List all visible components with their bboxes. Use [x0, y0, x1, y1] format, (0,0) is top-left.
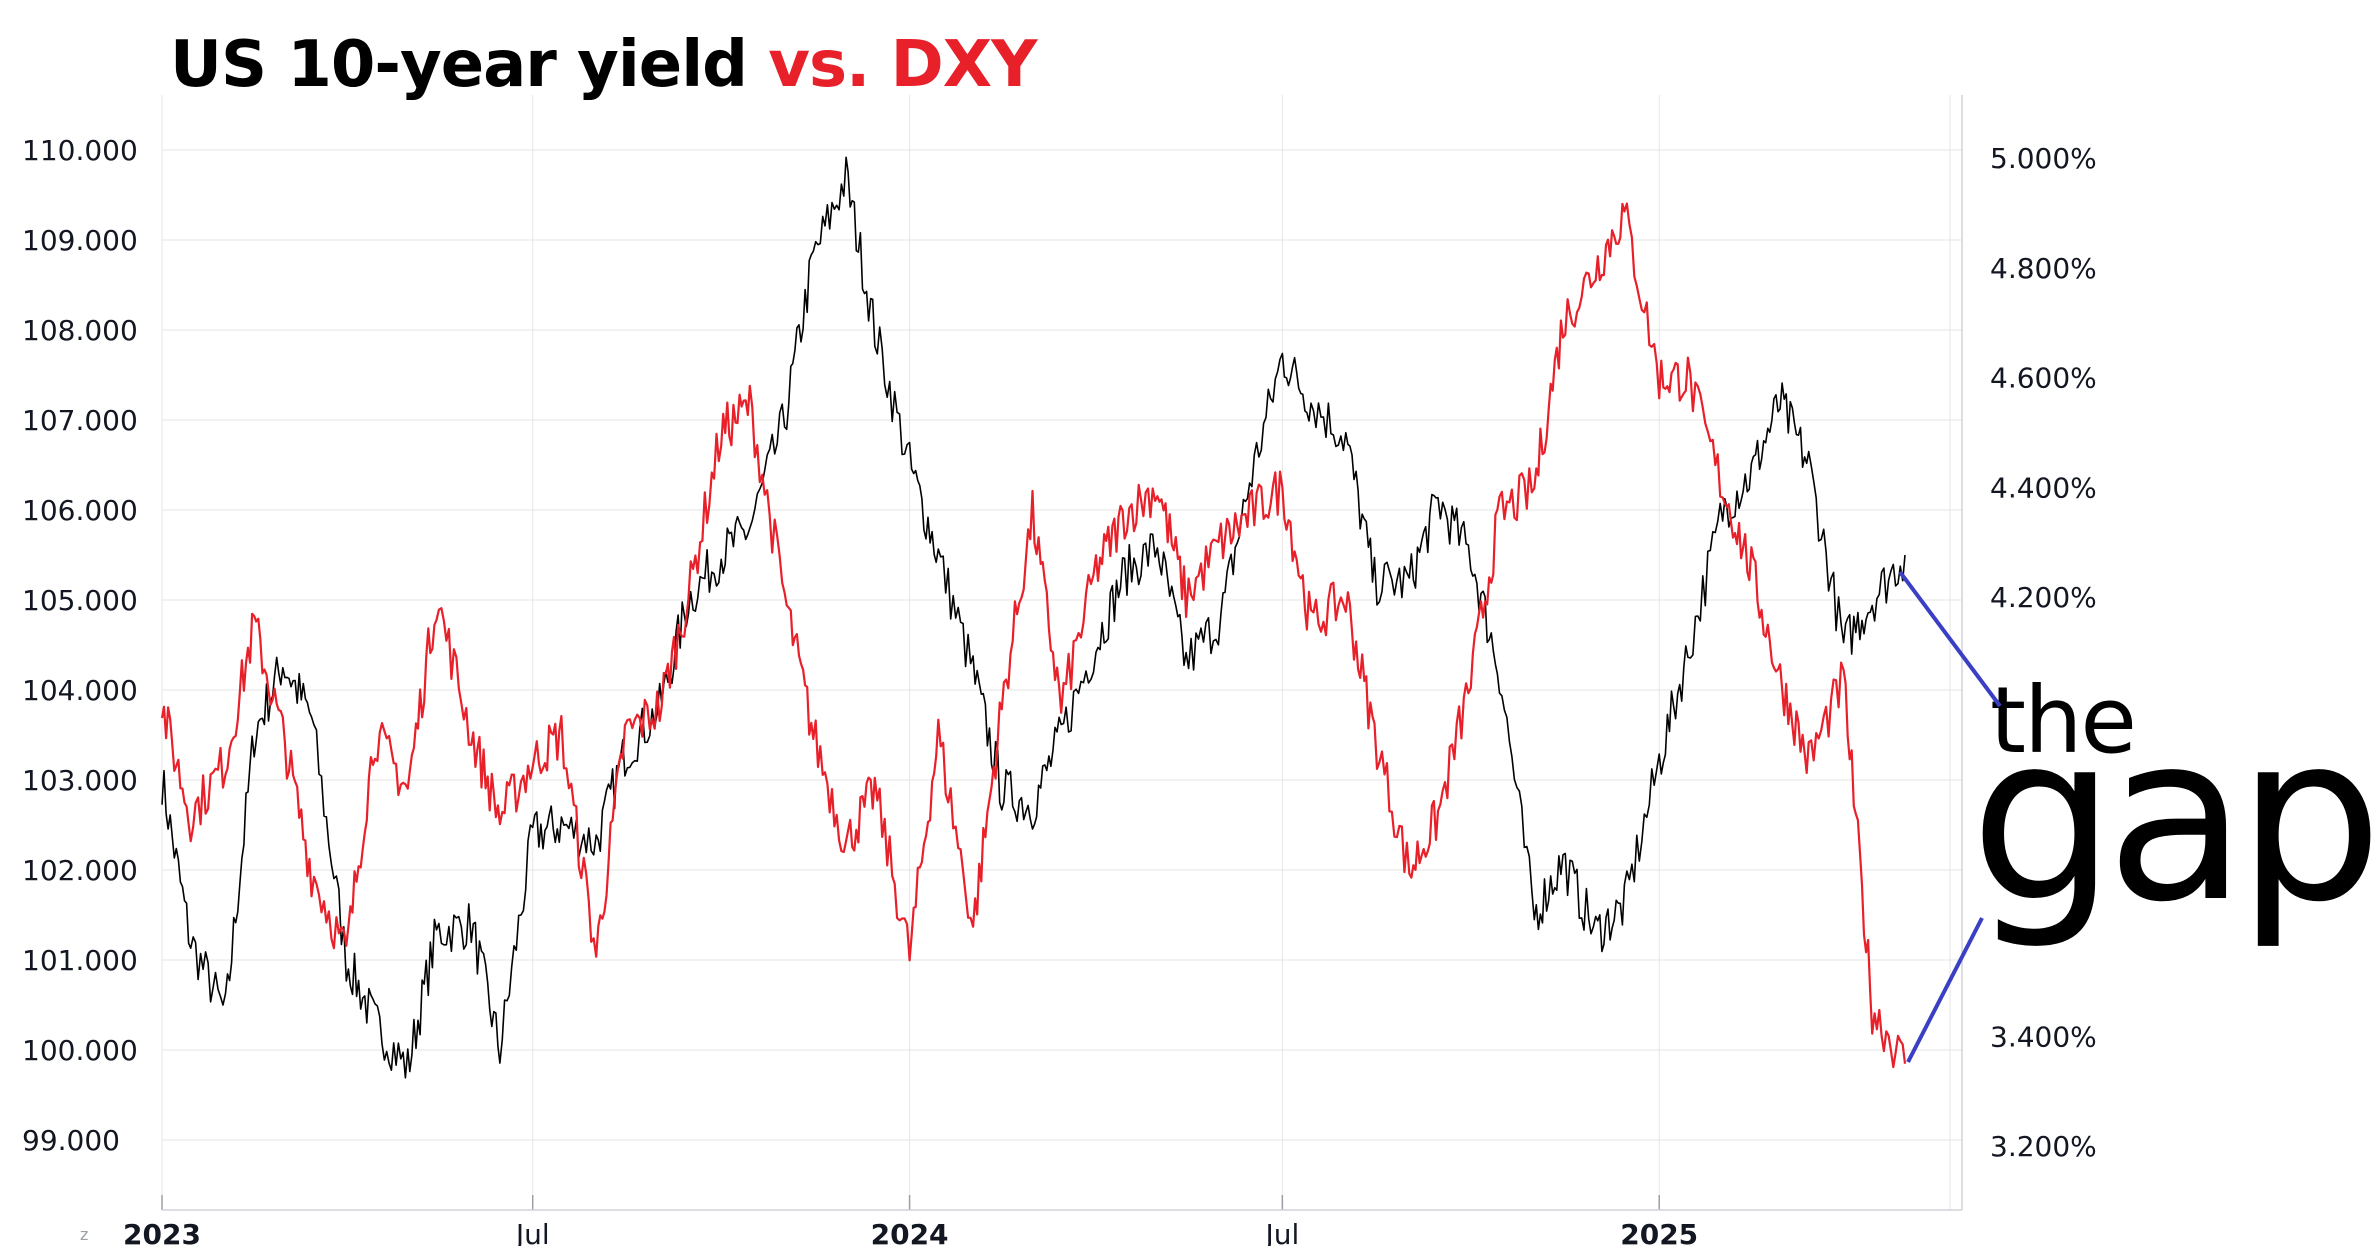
right-tick-label: 4.200% [1990, 581, 2097, 614]
left-tick-label: 104.000 [22, 674, 138, 707]
x-tick-label: 2023 [123, 1218, 201, 1246]
left-tick-label: 110.000 [22, 134, 138, 167]
x-tick-label: Jul [514, 1218, 550, 1246]
watermark: z [80, 1225, 88, 1244]
x-tick-label: 2024 [871, 1218, 949, 1246]
left-tick-label: 106.000 [22, 494, 138, 527]
chart-title-part2: vs. DXY [768, 28, 1037, 102]
right-tick-label: 4.800% [1990, 252, 2097, 285]
x-tick-label: 2025 [1620, 1218, 1698, 1246]
left-tick-label: 101.000 [22, 944, 138, 977]
left-tick-label: 102.000 [22, 854, 138, 887]
logo-connectors [1898, 570, 2002, 1063]
right-tick-label: 5.000% [1990, 142, 2097, 175]
left-tick-label: 105.000 [22, 584, 138, 617]
grid [161, 95, 1962, 1210]
right-axis-ticks: 5.000% 4.800% 4.600% 4.400% 4.200% 3.400% 3.20… [1990, 142, 2097, 1163]
connector-line-lower [1906, 917, 1984, 1063]
right-tick-label: 3.400% [1990, 1020, 2097, 1053]
right-tick-label: 4.400% [1990, 471, 2097, 504]
left-tick-label: 100.000 [22, 1034, 138, 1067]
left-tick-label: 107.000 [22, 404, 138, 437]
logo: the gap [1970, 667, 2374, 953]
right-tick-label: 4.600% [1990, 362, 2097, 395]
chart-title-part1: US 10-year yield [170, 28, 748, 102]
logo-line1: the [1990, 667, 2135, 774]
x-axis-ticks: 2023 Jul 2024 Jul 2025 [123, 1218, 1698, 1246]
left-tick-label: 108.000 [22, 314, 138, 347]
connector-line-upper [1898, 570, 2002, 708]
logo-line2: gap [1970, 686, 2373, 953]
right-tick-label: 3.200% [1990, 1130, 2097, 1163]
left-tick-label: 103.000 [22, 764, 138, 797]
left-axis-ticks: 110.000 109.000 108.000 107.000 106.000 105.0… [22, 134, 138, 1157]
chart-title: US 10-year yield vs. DXY [170, 28, 1037, 102]
series-line-red [160, 202, 1907, 1069]
right-axis [162, 95, 1963, 1211]
left-tick-label: 109.000 [22, 224, 138, 257]
series-line-black [161, 156, 1906, 1079]
left-tick-label: 99.000 [22, 1124, 120, 1157]
series-layer [160, 156, 1907, 1079]
x-tick-label: Jul [1263, 1218, 1299, 1246]
